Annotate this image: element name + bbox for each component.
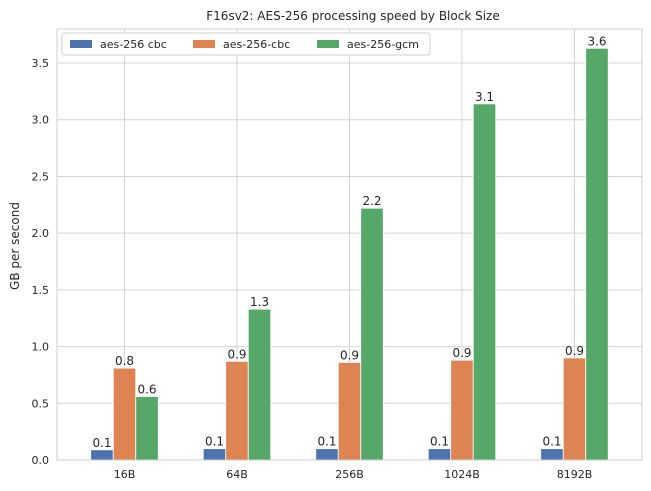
- x-tick-label: 8192B: [557, 468, 593, 481]
- legend: aes-256 cbc aes-256-cbc aes-256-gcm: [61, 32, 431, 56]
- y-tick-labels: 0.0 0.5 1.0 1.5 2.0 2.5 3.0 3.5: [32, 57, 50, 467]
- legend-entry: aes-256-cbc: [223, 38, 290, 51]
- bar-aes-256-gcm-64B: [247, 308, 272, 461]
- data-label: 3.6: [587, 34, 606, 48]
- data-label: 3.1: [475, 90, 494, 104]
- legend-swatch: [193, 40, 215, 48]
- y-tick-label: 1.5: [32, 284, 50, 297]
- data-label: 1.3: [250, 295, 269, 309]
- y-axis-label: GB per second: [8, 202, 22, 290]
- data-label: 0.8: [115, 354, 134, 368]
- data-label: 0.1: [205, 435, 224, 449]
- data-label: 0.1: [430, 435, 449, 449]
- legend-swatch: [70, 40, 92, 48]
- x-tick-label: 64B: [226, 468, 248, 481]
- bar-aes-256-cbc-16B: [112, 367, 137, 461]
- bar-aes-256-gcm-8192B: [585, 47, 609, 461]
- bar-aes-256-cbc-1024B: [450, 359, 474, 461]
- plot-frame: [56, 28, 643, 461]
- data-label: 0.9: [227, 347, 246, 361]
- bar-aes-256-cbc-16B: [90, 449, 114, 461]
- x-tick-label: 1024B: [444, 468, 480, 481]
- data-label: 2.2: [362, 194, 381, 208]
- data-label: 0.9: [340, 348, 359, 362]
- y-tick-label: 2.5: [32, 170, 50, 183]
- bar-aes-256-cbc-8192B: [540, 448, 564, 461]
- x-tick-label: 16B: [114, 468, 136, 481]
- bar-aes-256-cbc-64B: [202, 448, 227, 461]
- legend-frame: [61, 32, 431, 56]
- chart-title: F16sv2: AES-256 processing speed by Bloc…: [206, 9, 499, 23]
- legend-entry: aes-256-gcm: [347, 38, 419, 51]
- data-label: 0.1: [92, 436, 111, 450]
- x-tick-label: 256B: [335, 468, 364, 481]
- bar-aes-256-cbc-1024B: [427, 448, 452, 461]
- bar-aes-256-cbc-256B: [315, 448, 339, 461]
- bar-aes-256-cbc-64B: [225, 360, 249, 461]
- data-label: 0.9: [452, 346, 471, 360]
- data-label: 0.6: [137, 382, 156, 396]
- bar-aes-256-gcm-1024B: [472, 103, 497, 461]
- y-tick-label: 2.0: [32, 227, 50, 240]
- data-label: 0.1: [542, 435, 561, 449]
- y-tick-label: 0.5: [32, 397, 50, 410]
- bar-aes-256-cbc-8192B: [562, 357, 587, 461]
- data-label: 0.9: [565, 344, 584, 358]
- bar-aes-256-gcm-256B: [360, 207, 384, 461]
- y-tick-label: 1.0: [32, 341, 50, 354]
- bars: [90, 47, 609, 461]
- x-tick-labels: 16B 64B 256B 1024B 8192B: [114, 468, 593, 481]
- data-label: 0.1: [317, 435, 336, 449]
- bar-aes-256-gcm-16B: [135, 396, 159, 461]
- data-labels: 0.1 0.1 0.1 0.1 0.1 0.8 0.9 0.9 0.9 0.9 0.6 1.3 2.2 3…: [92, 34, 606, 450]
- y-tick-label: 0.0: [32, 454, 50, 467]
- legend-entry: aes-256 cbc: [100, 38, 167, 51]
- y-tick-label: 3.5: [32, 57, 50, 70]
- y-tick-label: 3.0: [32, 114, 50, 127]
- bar-aes-256-cbc-256B: [337, 362, 362, 461]
- legend-swatch: [317, 40, 339, 48]
